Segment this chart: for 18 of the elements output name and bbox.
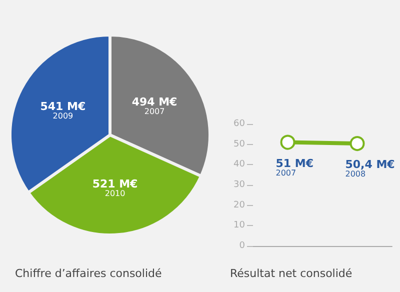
y-tick-label: 40 (234, 160, 246, 170)
y-tick-label: 0 (239, 241, 246, 251)
text: Résultat net consolidé (230, 267, 352, 280)
y-tick-label: 20 (234, 200, 246, 210)
slice-label: 2010 (104, 188, 126, 198)
slice-label: 2009 (52, 112, 74, 121)
data-label: 541 M€ (40, 100, 86, 114)
x-tick-label: 2008 (345, 170, 366, 179)
data-label: 50,4 M€ (345, 158, 395, 172)
data-label: 521 M€ (92, 177, 138, 190)
data-label: 494 M€ (132, 96, 178, 109)
slice-label: 2007 (144, 107, 165, 116)
y-tick-label: 60 (234, 119, 246, 129)
y-tick-label: 10 (234, 220, 246, 231)
y-tick-label: 30 (234, 180, 246, 190)
y-tick-label: 50 (234, 139, 246, 150)
data-label: 51 M€ (276, 156, 314, 170)
text: Chiffre d’affaires consolidé (15, 267, 162, 280)
